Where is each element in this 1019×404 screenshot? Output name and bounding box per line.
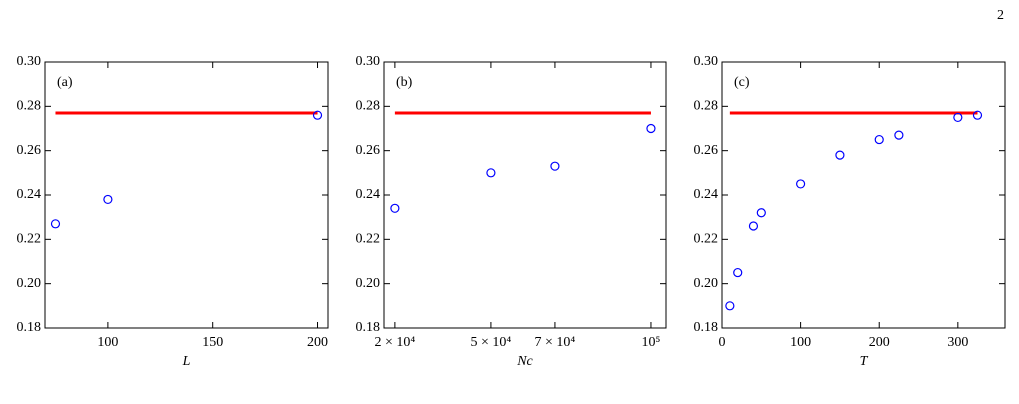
y-tick-label: 0.30 xyxy=(17,54,42,69)
panel-label: (b) xyxy=(396,75,413,90)
x-tick-label: 100 xyxy=(790,335,811,350)
panel-label: (a) xyxy=(57,75,73,90)
x-tick-label: 2 × 10⁴ xyxy=(374,335,415,350)
x-axis-label: L xyxy=(182,354,191,369)
y-tick-label: 0.26 xyxy=(17,143,42,158)
data-point xyxy=(874,134,884,145)
data-point xyxy=(725,301,735,311)
data-point xyxy=(835,150,845,160)
axes-frame xyxy=(44,61,329,329)
data-point xyxy=(50,219,61,229)
data-point xyxy=(733,267,743,278)
x-tick-label: 0 xyxy=(719,335,726,350)
data-point xyxy=(646,123,656,134)
y-tick-label: 0.18 xyxy=(356,320,381,335)
y-tick-label: 0.28 xyxy=(17,99,42,114)
y-tick-label: 0.18 xyxy=(17,320,42,335)
data-point xyxy=(756,208,766,218)
y-tick-label: 0.28 xyxy=(694,99,719,114)
page-number: 2 xyxy=(997,8,1004,23)
panel-label: (c) xyxy=(734,75,750,90)
y-tick-label: 0.24 xyxy=(694,187,719,202)
y-tick-label: 0.26 xyxy=(356,143,381,158)
data-point xyxy=(953,112,963,123)
data-point xyxy=(796,179,806,189)
y-tick-label: 0.26 xyxy=(694,143,719,158)
x-tick-label: 300 xyxy=(947,335,968,350)
x-tick-label: 200 xyxy=(869,335,890,350)
y-tick-label: 0.28 xyxy=(356,99,381,114)
y-tick-label: 0.20 xyxy=(694,276,719,291)
y-tick-label: 0.24 xyxy=(356,187,381,202)
x-tick-label: 100 xyxy=(97,335,118,350)
y-tick-label: 0.22 xyxy=(17,232,42,247)
y-tick-label: 0.22 xyxy=(356,232,381,247)
y-tick-label: 0.30 xyxy=(356,54,381,69)
data-point xyxy=(972,110,983,120)
y-tick-label: 0.22 xyxy=(694,232,719,247)
x-tick-label: 10⁵ xyxy=(642,335,661,350)
data-point xyxy=(312,110,323,120)
x-tick-label: 150 xyxy=(202,335,223,350)
data-point xyxy=(550,161,560,171)
data-point xyxy=(390,203,400,213)
axes-frame xyxy=(721,61,1006,329)
x-tick-label: 5 × 10⁴ xyxy=(471,335,512,350)
y-tick-label: 0.30 xyxy=(694,54,719,69)
data-point xyxy=(486,168,496,178)
y-tick-label: 0.20 xyxy=(17,276,42,291)
x-tick-label: 7 × 10⁴ xyxy=(535,335,576,350)
axes-frame xyxy=(383,61,667,329)
y-tick-label: 0.24 xyxy=(17,187,42,202)
x-tick-label: 200 xyxy=(307,335,328,350)
y-tick-label: 0.18 xyxy=(694,320,719,335)
data-point xyxy=(103,194,113,205)
x-axis-label: Nc xyxy=(516,354,533,369)
data-point xyxy=(894,130,904,140)
y-tick-label: 0.20 xyxy=(356,276,381,291)
x-axis-label: T xyxy=(860,354,869,369)
data-point xyxy=(748,221,759,231)
